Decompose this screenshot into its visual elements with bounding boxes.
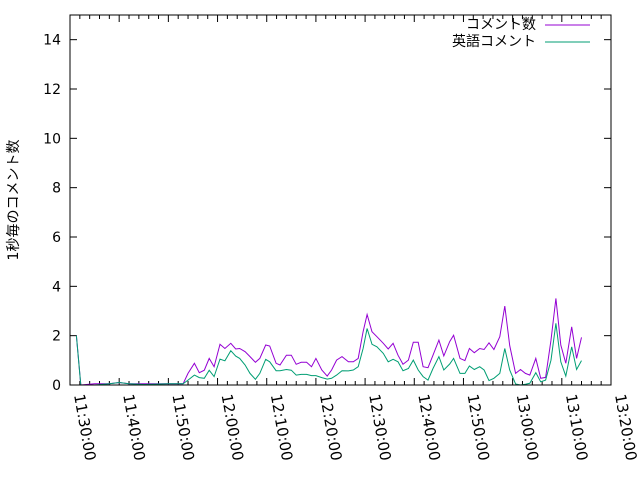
- y-tick-label: 14: [43, 33, 61, 49]
- x-tick-label: 12:50:00: [464, 393, 493, 462]
- x-tick-label: 11:40:00: [119, 393, 148, 462]
- legend-label-0: コメント数: [466, 17, 536, 33]
- plot-border: [69, 14, 612, 386]
- y-tick-labels: 0 2 4 6 8 10 12 14: [43, 33, 61, 394]
- x-tick-label: 13:00:00: [513, 393, 542, 462]
- x-tick-label: 13:10:00: [562, 393, 591, 462]
- y-tick-label: 12: [43, 82, 61, 98]
- x-tick-label: 11:30:00: [70, 393, 99, 462]
- y-tick-label: 2: [52, 329, 61, 345]
- x-tick-labels: 11:30:00 11:40:00 11:50:00 12:00:00 12:10:00…: [70, 393, 640, 462]
- series-line-0: [75, 298, 582, 386]
- legend-label-1: 英語コメント: [452, 33, 536, 50]
- x-tick-label: 11:50:00: [168, 393, 197, 462]
- axis-ticks: [69, 15, 612, 386]
- series-line-1: [75, 323, 582, 386]
- x-tick-label: 12:30:00: [365, 393, 394, 462]
- y-axis-label: 1秒毎のコメント数: [6, 140, 22, 261]
- y-tick-label: 6: [52, 230, 61, 246]
- y-tick-label: 0: [52, 378, 61, 394]
- x-tick-label: 13:20:00: [611, 393, 640, 462]
- x-tick-label: 12:20:00: [316, 393, 345, 462]
- y-tick-label: 4: [52, 279, 61, 295]
- x-tick-label: 12:00:00: [218, 393, 247, 462]
- x-tick-label: 12:10:00: [267, 393, 296, 462]
- series-lines: [75, 298, 582, 386]
- x-tick-label: 12:40:00: [414, 393, 443, 462]
- y-tick-label: 8: [52, 181, 61, 197]
- legend: コメント数 英語コメント: [452, 17, 590, 50]
- y-tick-label: 10: [43, 131, 61, 147]
